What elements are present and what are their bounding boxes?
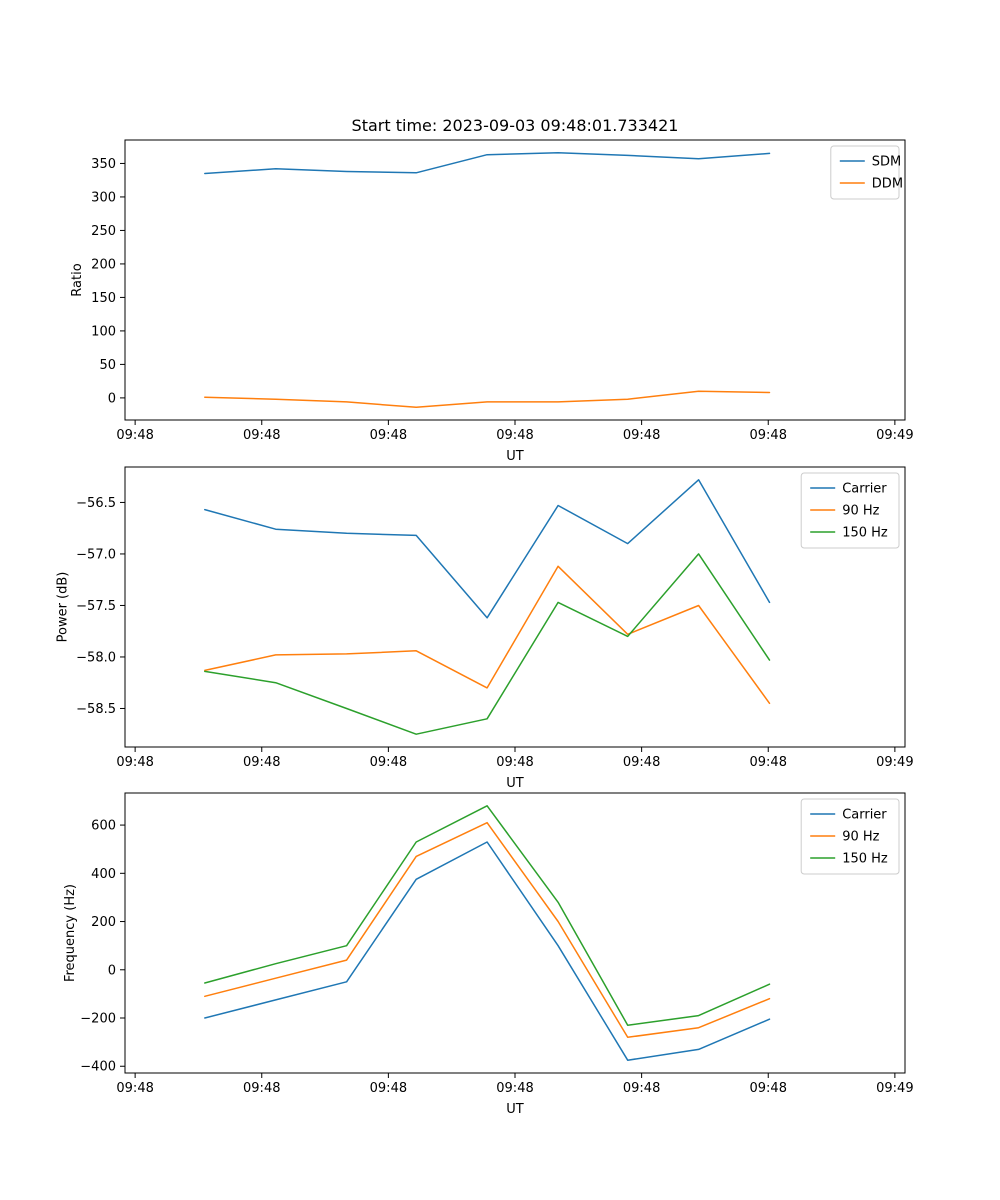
y-tick-label: 600	[91, 819, 116, 834]
legend: Carrier 90 Hz 150 Hz	[800, 472, 900, 549]
x-tick-label: 09:49	[876, 1081, 913, 1096]
series-line-150-hz	[204, 805, 771, 1026]
y-tick-label: 50	[99, 358, 116, 373]
axes-frame	[124, 466, 906, 748]
axes-frame	[124, 792, 906, 1074]
x-tick-label: 09:48	[116, 1081, 153, 1096]
legend-box	[800, 472, 900, 549]
legend: SDM DDM	[830, 145, 903, 200]
x-tick-label: 09:48	[370, 428, 407, 443]
x-tick-label: 09:48	[370, 1081, 407, 1096]
subplot-1: 09:48 09:48 09:48 09:48 09:48 09:48 09:49 0 50 10…	[70, 139, 914, 464]
series-line-90-hz	[204, 821, 771, 1039]
legend-label: DDM	[872, 177, 903, 192]
x-tick-label: 09:48	[243, 428, 280, 443]
series-line-90-hz	[204, 565, 771, 705]
subplot-2: 09:48 09:48 09:48 09:48 09:48 09:48 09:49 −58.5…	[56, 466, 914, 791]
x-tick-label: 09:48	[750, 428, 787, 443]
y-tick-label: −56.5	[76, 496, 116, 511]
subplot-3: 09:48 09:48 09:48 09:48 09:48 09:48 09:49 −400 −…	[63, 792, 914, 1117]
y-tick-label: 300	[91, 190, 116, 205]
legend-label: SDM	[872, 155, 901, 170]
y-tick-label: 100	[91, 324, 116, 339]
series-line-150-hz	[204, 553, 771, 735]
y-tick-label: −58.5	[76, 702, 116, 717]
x-tick-label: 09:48	[116, 755, 153, 770]
x-tick-label: 09:48	[116, 428, 153, 443]
y-axis-label: Power (dB)	[56, 572, 71, 643]
x-tick-label: 09:48	[243, 1081, 280, 1096]
x-tick-label: 09:48	[750, 755, 787, 770]
x-tick-label: 09:49	[876, 428, 913, 443]
y-tick-label: −58.0	[76, 650, 116, 665]
x-tick-label: 09:48	[750, 1081, 787, 1096]
x-tick-label: 09:48	[623, 755, 660, 770]
legend-label: Carrier	[842, 808, 887, 823]
series-line-ddm	[204, 390, 771, 409]
y-tick-label: 0	[108, 963, 116, 978]
x-tick-label: 09:48	[496, 1081, 533, 1096]
legend-label: Carrier	[842, 482, 887, 497]
x-tick-label: 09:48	[496, 428, 533, 443]
y-tick-label: 350	[91, 157, 116, 172]
legend-label: 150 Hz	[842, 526, 888, 541]
y-tick-label: −200	[80, 1012, 116, 1027]
y-tick-label: −57.0	[76, 547, 116, 562]
x-tick-label: 09:48	[623, 1081, 660, 1096]
y-tick-label: 250	[91, 224, 116, 239]
x-tick-label: 09:49	[876, 755, 913, 770]
x-tick-label: 09:48	[243, 755, 280, 770]
y-tick-label: −57.5	[76, 599, 116, 614]
x-tick-label: 09:48	[370, 755, 407, 770]
y-axis-label: Frequency (Hz)	[63, 884, 78, 982]
legend-label: 150 Hz	[842, 852, 888, 867]
axes-frame	[124, 139, 906, 421]
y-tick-label: 200	[91, 915, 116, 930]
legend-box	[830, 145, 900, 200]
y-tick-label: 200	[91, 257, 116, 272]
legend-label: 90 Hz	[842, 504, 879, 519]
legend-box	[800, 798, 900, 875]
x-axis-label: UT	[506, 776, 524, 791]
legend-label: 90 Hz	[842, 830, 879, 845]
x-tick-label: 09:48	[496, 755, 533, 770]
x-axis-label: UT	[506, 1102, 524, 1117]
y-axis-label: Ratio	[70, 263, 85, 296]
legend: Carrier 90 Hz 150 Hz	[800, 798, 900, 875]
y-tick-label: −400	[80, 1060, 116, 1075]
x-tick-label: 09:48	[623, 428, 660, 443]
y-tick-label: 0	[108, 391, 116, 406]
x-axis-label: UT	[506, 449, 524, 464]
y-tick-label: 150	[91, 291, 116, 306]
y-tick-label: 400	[91, 867, 116, 882]
series-line-sdm	[204, 151, 771, 175]
series-line-carrier	[204, 841, 771, 1061]
series-line-carrier	[204, 479, 771, 619]
figure-title: Start time: 2023-09-03 09:48:01.733421	[351, 116, 679, 135]
